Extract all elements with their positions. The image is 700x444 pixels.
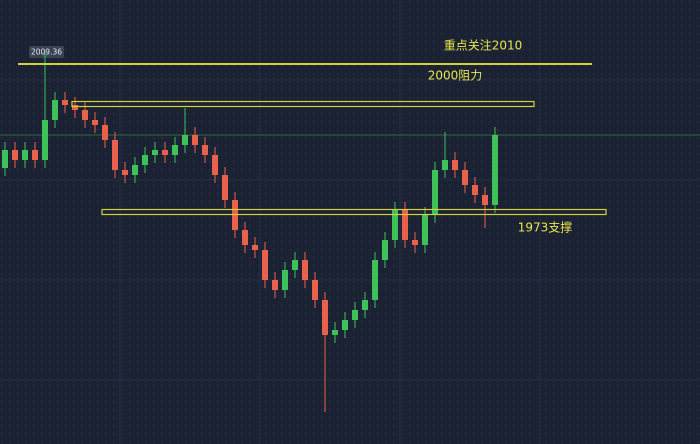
- candle-body: [162, 150, 168, 155]
- candle-body: [352, 310, 358, 320]
- candle-body: [462, 170, 468, 185]
- candle-body: [32, 150, 38, 160]
- candle-body: [432, 170, 438, 215]
- candle-body: [482, 195, 488, 205]
- candle-body: [192, 135, 198, 145]
- candle-body: [382, 240, 388, 260]
- level-label: 重点关注2010: [444, 38, 523, 53]
- candle-body: [422, 215, 428, 245]
- candle-body: [262, 250, 268, 280]
- level-box: [71, 100, 535, 108]
- candle-body: [12, 150, 18, 160]
- candle-body: [82, 110, 88, 120]
- candle-body: [372, 260, 378, 300]
- candle-body: [182, 135, 188, 145]
- level-label: 1973支撑: [518, 220, 573, 235]
- candle-body: [92, 120, 98, 125]
- candle-body: [2, 150, 8, 168]
- candle-body: [62, 100, 68, 105]
- candle-body: [442, 160, 448, 170]
- candle-body: [272, 280, 278, 290]
- candle-body: [122, 170, 128, 175]
- price-tag-box: [29, 46, 64, 58]
- candle-body: [102, 125, 108, 140]
- candle-body: [492, 135, 498, 205]
- level-label: 2000阻力: [428, 69, 483, 83]
- candle-body: [132, 165, 138, 175]
- candle-body: [42, 120, 48, 160]
- candle-body: [402, 210, 408, 240]
- candle-body: [412, 240, 418, 245]
- candle-body: [172, 145, 178, 155]
- candle-body: [112, 140, 118, 170]
- candle-body: [392, 210, 398, 240]
- candle-body: [342, 320, 348, 330]
- candle-body: [312, 280, 318, 300]
- candle-body: [302, 260, 308, 280]
- candle-body: [222, 175, 228, 200]
- candle-body: [292, 260, 298, 270]
- candle-body: [202, 145, 208, 155]
- candle-body: [152, 150, 158, 155]
- candle-body: [322, 300, 328, 335]
- candle-body: [362, 300, 368, 310]
- candle-body: [212, 155, 218, 175]
- candle-body: [142, 155, 148, 165]
- price-tag: 2009.36: [31, 48, 62, 57]
- candle-body: [332, 330, 338, 335]
- candle-body: [52, 100, 58, 120]
- candle-body: [282, 270, 288, 290]
- candle-body: [72, 105, 78, 110]
- candle-body: [452, 160, 458, 170]
- candle-body: [252, 245, 258, 250]
- candle-body: [22, 150, 28, 160]
- level-box: [101, 208, 607, 216]
- candle-body: [472, 185, 478, 195]
- candle-body: [242, 230, 248, 245]
